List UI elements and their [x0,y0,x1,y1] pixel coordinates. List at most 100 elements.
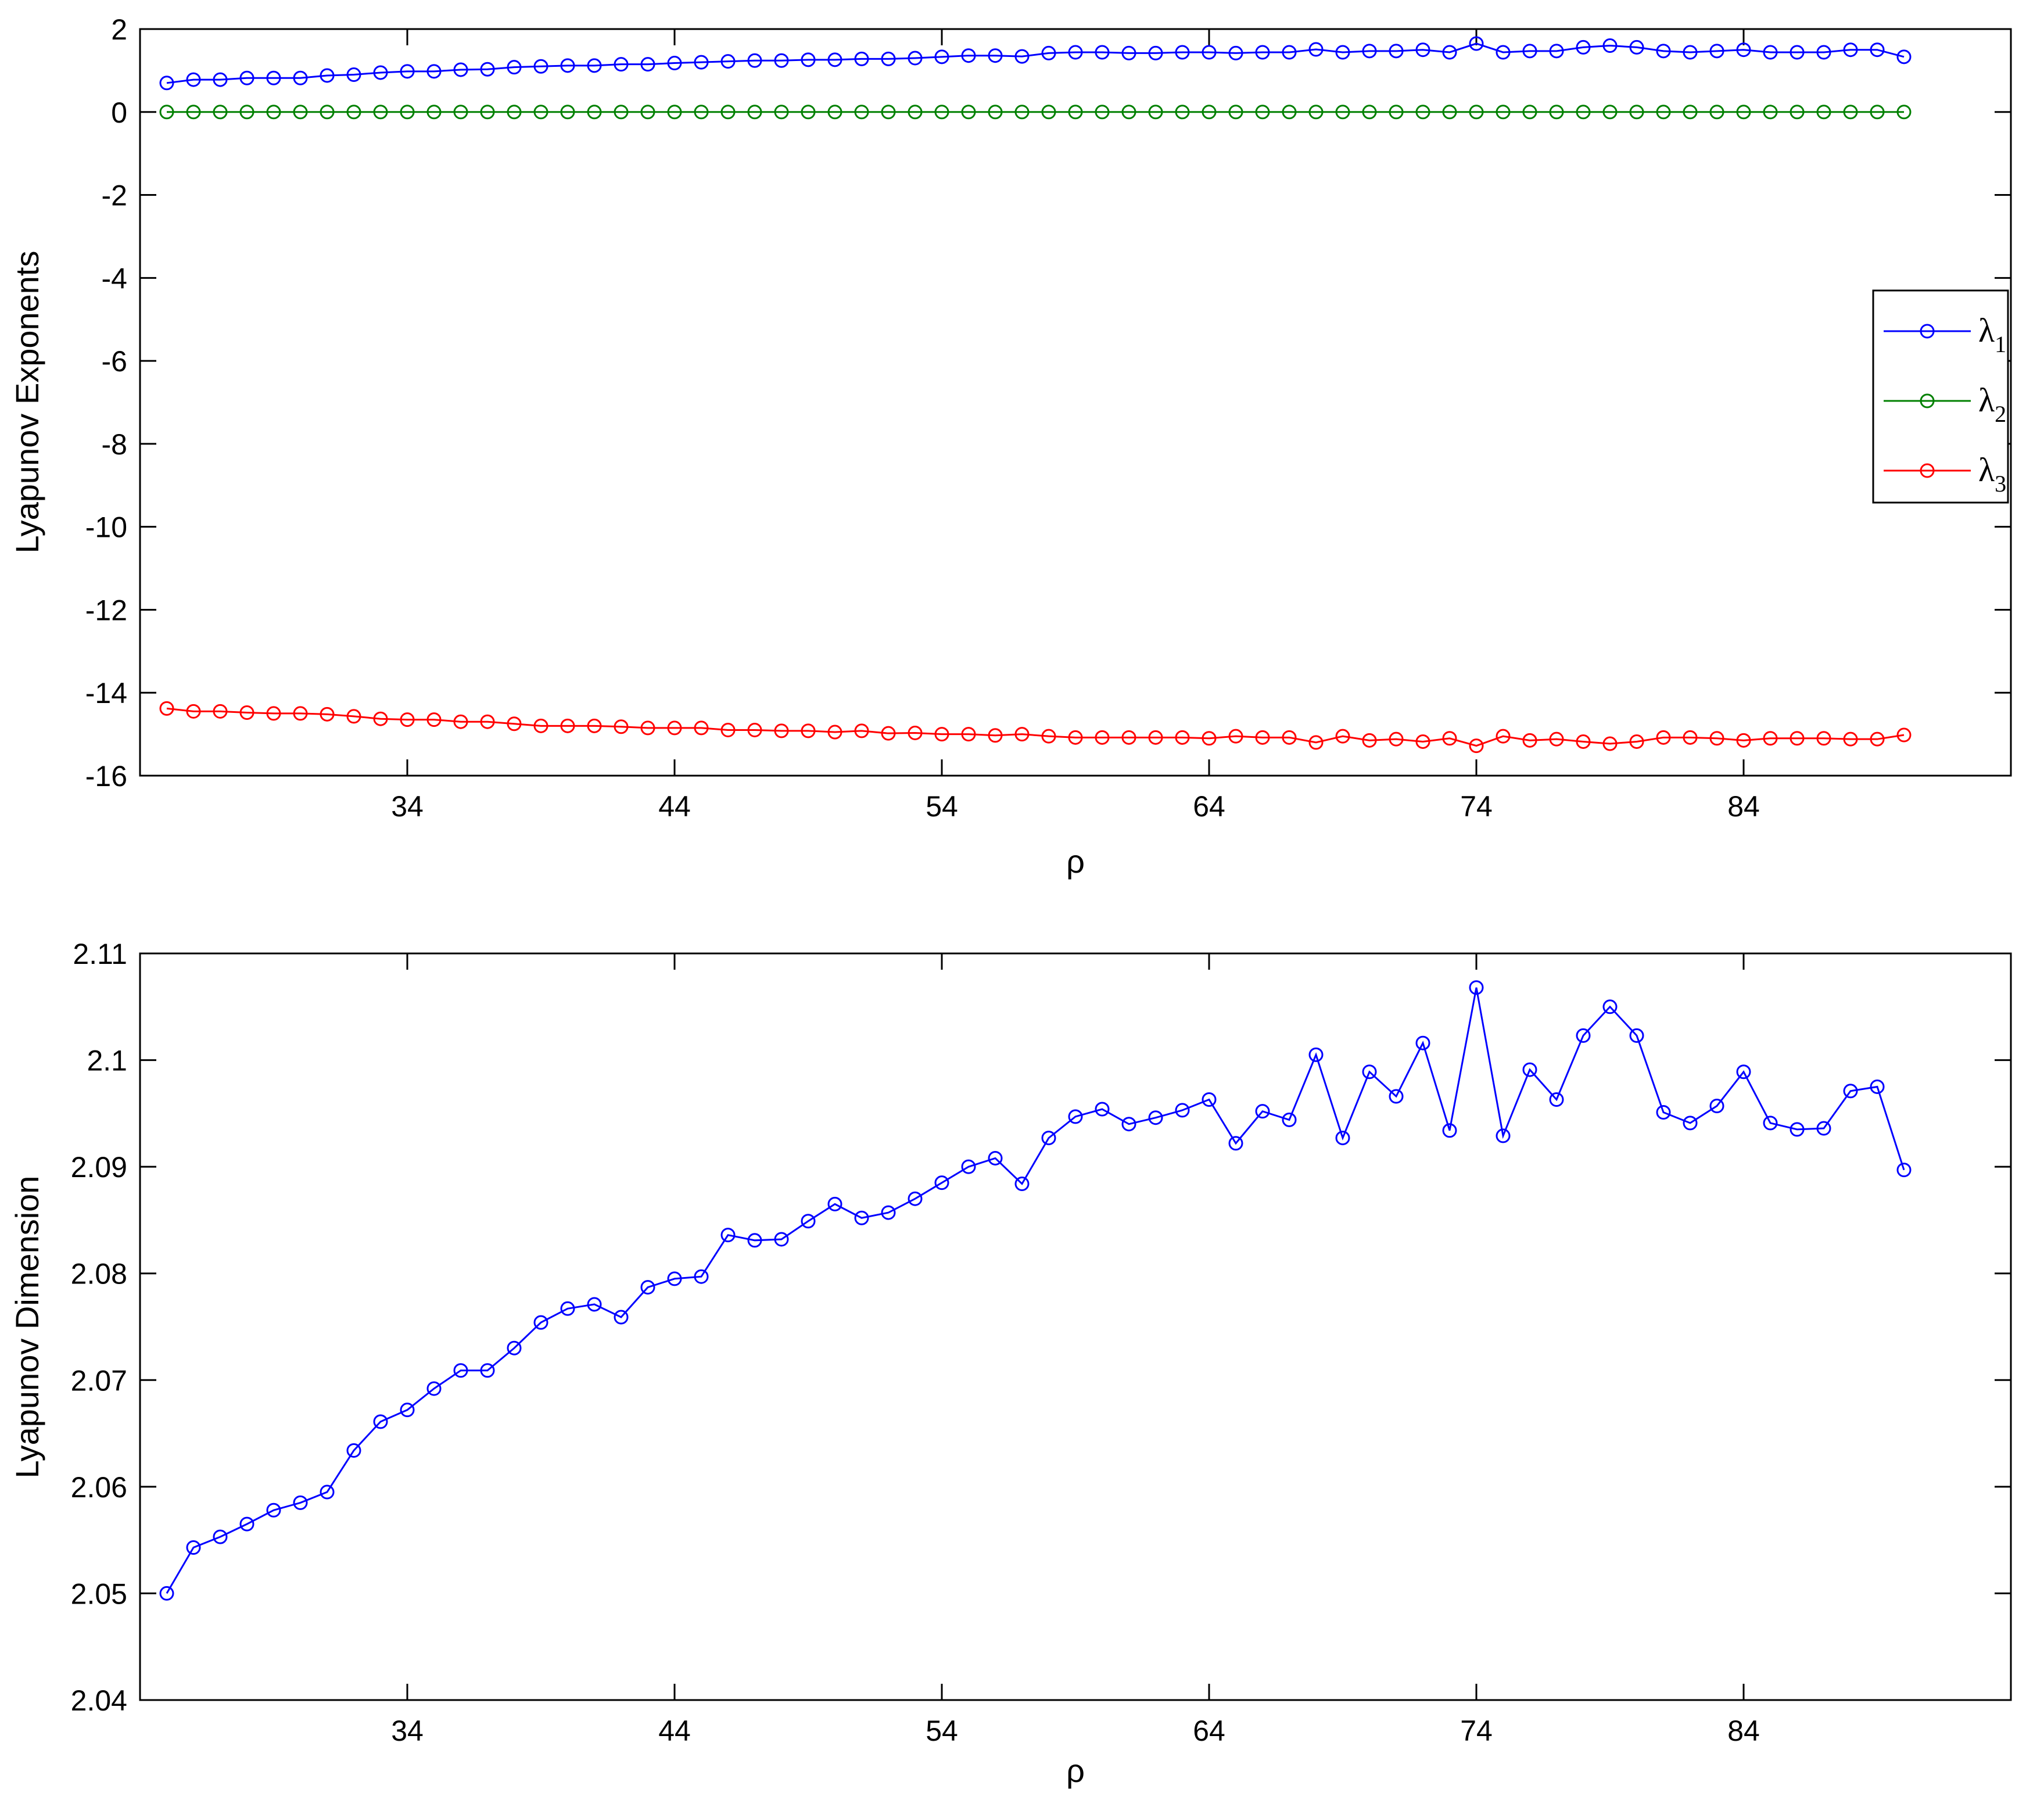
data-point [774,105,789,120]
data-point [1442,105,1457,120]
data-point [320,707,335,722]
data-point [1576,1028,1591,1043]
data-point [1602,105,1618,120]
data-point [1335,45,1350,60]
data-point [507,716,522,731]
data-point [1442,731,1457,746]
data-point [801,723,816,738]
data-point [159,701,174,716]
y-tick-label: 2.11 [73,938,127,970]
data-point [1121,45,1136,60]
data-point [373,1414,388,1429]
data-point [720,722,736,737]
data-point [373,65,388,80]
data-point [1148,45,1163,60]
data-point [1068,105,1083,120]
data-point [453,1363,468,1378]
data-point [1362,105,1377,120]
x-tick-label: 84 [1727,1715,1760,1747]
data-point [961,48,976,63]
legend-swatch-marker [1920,463,1935,478]
data-point [213,704,228,719]
legend-label: λ2 [1978,381,2006,427]
data-point [293,70,308,85]
data-point [1068,730,1083,745]
data-point [1736,733,1751,748]
data-point [961,727,976,742]
data-point [694,105,709,120]
data-point [1415,1035,1430,1050]
data-point [453,105,468,120]
data-point [346,67,361,83]
x-tick-label: 64 [1193,1715,1225,1747]
data-point [426,64,442,79]
data-point [667,105,682,120]
data-point [1175,45,1190,60]
data-point [988,105,1003,120]
data-point [507,1340,522,1355]
plot-area-frame [139,952,2012,1701]
data-point [1549,105,1564,120]
data-point [1656,1105,1671,1120]
data-point [587,58,602,73]
data-point [1683,45,1698,60]
data-point [453,714,468,729]
y-tick-label: -14 [85,677,127,709]
data-point [426,1381,442,1396]
lyapunov-dimension-panel: 34 44 54 64 74 84 2.11 2.1 2.09 2.08 2.07 2.06 2.05 2… [9,938,2012,1789]
x-tick-label: 74 [1460,1715,1493,1747]
data-point [667,56,682,71]
data-point [1202,45,1217,60]
data-point [346,709,361,724]
data-point [1228,45,1243,60]
data-point [1522,44,1537,59]
data-point [1121,105,1136,120]
data-point [720,1228,736,1243]
data-point [1389,44,1404,59]
data-point [614,719,629,734]
data-point [266,1502,281,1518]
data-point [934,727,949,742]
data-point [1736,1064,1751,1080]
y-tick-label: 2.07 [71,1364,127,1397]
data-point [1202,105,1217,120]
data-point [908,105,923,120]
legend-swatch-marker [1920,393,1935,408]
data-point [774,1232,789,1247]
data-point [1870,1079,1885,1094]
data-point [1041,105,1056,120]
data-point [1014,49,1030,64]
y-tick-label: 2.05 [71,1577,127,1610]
data-point [426,105,442,120]
data-point [1415,105,1430,120]
data-point [881,105,896,120]
legend: λ1 λ2 λ3 [1872,289,2009,504]
legend-box [1872,289,2009,504]
data-point [1469,980,1484,995]
data-point [1763,45,1778,60]
data-point [1095,105,1110,120]
data-point [159,105,174,120]
data-point [1522,1062,1537,1077]
data-point [266,105,281,120]
data-point [1255,105,1270,120]
data-point [1255,45,1270,60]
data-point [480,714,495,729]
data-point [827,52,842,67]
data-point [1469,36,1484,51]
data-point [1095,1102,1110,1117]
y-tick-label: -8 [102,428,127,461]
data-point [854,105,869,120]
data-point [587,1297,602,1312]
data-point [1763,105,1778,120]
data-point [1896,49,1912,64]
data-point [1148,730,1163,745]
data-point [1228,1136,1243,1151]
data-point [988,728,1003,743]
data-point [1629,734,1644,749]
data-point [266,70,281,85]
x-tick-label: 74 [1460,790,1493,823]
data-point [667,720,682,736]
y-axis-label: Lyapunov Dimension [9,1176,45,1479]
